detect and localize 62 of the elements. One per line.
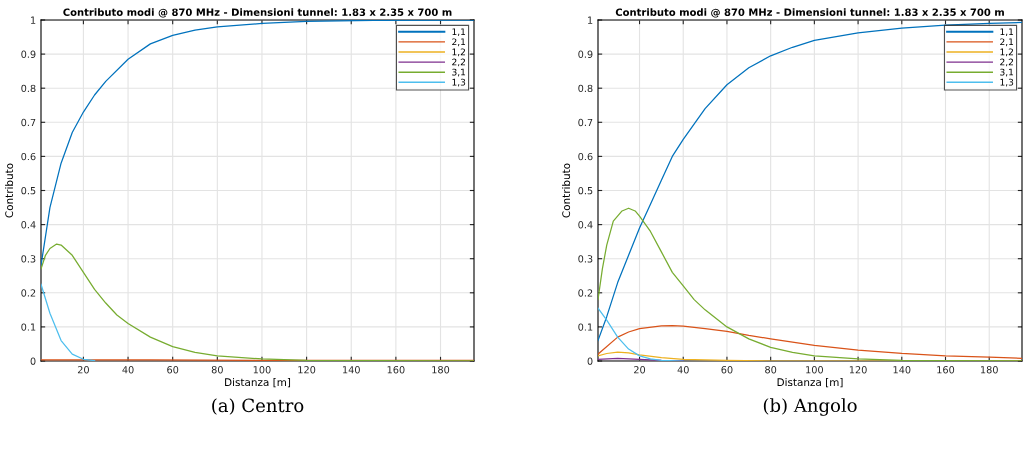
y-tick-label: 1 [588, 16, 593, 24]
legend-label: 3,1 [452, 68, 466, 77]
legend-label: 2,1 [452, 38, 466, 47]
y-tick-label: 0.3 [578, 255, 593, 263]
x-tick-label: 120 [849, 366, 867, 374]
x-tick-label: 180 [432, 366, 450, 374]
line-series [41, 283, 96, 361]
y-tick-label: 0.8 [578, 84, 593, 93]
x-axis-title: Distanza [m] [225, 378, 291, 388]
y-tick-label: 0.8 [21, 84, 36, 93]
y-axis-title: Contributo [5, 163, 14, 218]
x-tick-label: 120 [298, 366, 316, 374]
x-tick-label: 80 [765, 366, 777, 374]
text: (b) Angolo [763, 398, 857, 416]
y-tick-label: 0.9 [21, 50, 36, 58]
text: (a) Centro [212, 398, 304, 415]
y-axis-title: Contributo [562, 163, 571, 218]
y-tick-label: 0.6 [578, 152, 593, 161]
legend-label: 1,2 [1000, 48, 1013, 57]
x-tick-label: 140 [893, 366, 911, 374]
x-tick-label: 160 [387, 366, 405, 374]
x-tick-label: 80 [211, 366, 223, 374]
y-tick-label: 0.5 [578, 186, 593, 195]
y-tick-label: 0.9 [578, 50, 593, 58]
y-tick-label: 0.4 [578, 221, 593, 229]
legend-label: 3,1 [1000, 68, 1014, 77]
x-tick-label: 20 [77, 366, 89, 374]
y-tick-label: 0 [30, 357, 36, 365]
y-tick-label: 0.1 [21, 323, 36, 331]
y-tick-label: 0.2 [21, 289, 36, 297]
y-tick-label: 0.6 [21, 152, 36, 161]
y-tick-label: 0 [587, 357, 593, 365]
legend-label: 2,1 [1000, 38, 1014, 47]
y-tick-label: 1 [31, 16, 36, 24]
legend-label: 1,3 [452, 78, 466, 87]
legend-label: 2,2 [452, 58, 465, 67]
x-tick-label: 100 [253, 366, 271, 374]
legend-label: 1,3 [1000, 78, 1014, 87]
chart-title: Contributo modi @ 870 MHz - Dimensioni tunnel: 1.83 x 2.35 x 700 m [615, 8, 1004, 18]
y-tick-label: 0.7 [21, 118, 36, 127]
chart-title: Contributo modi @ 870 MHz - Dimensioni tunnel: 1.83 x 2.35 x 700 m [63, 8, 452, 18]
y-tick-label: 0.2 [578, 289, 593, 297]
y-tick-label: 0.4 [21, 221, 36, 229]
legend-label: 1,2 [452, 48, 465, 57]
y-tick-label: 0.3 [21, 255, 36, 263]
line-series [598, 307, 684, 361]
x-axis-title: Distanza [m] [777, 378, 843, 388]
x-tick-label: 60 [721, 366, 733, 374]
y-tick-label: 0.5 [21, 186, 36, 195]
y-tick-label: 0.7 [578, 118, 593, 127]
legend-label: 2,2 [1000, 58, 1013, 67]
x-tick-label: 180 [981, 366, 998, 374]
x-tick-label: 160 [937, 366, 955, 374]
x-tick-label: 60 [167, 366, 179, 374]
x-tick-label: 40 [122, 366, 134, 374]
x-tick-label: 100 [806, 366, 823, 374]
y-tick-label: 0.1 [578, 323, 593, 331]
x-tick-label: 40 [677, 366, 689, 374]
x-tick-label: 20 [634, 366, 646, 374]
legend-label: 1,1 [1000, 28, 1014, 37]
legend-label: 1,1 [452, 28, 466, 37]
x-tick-label: 140 [343, 366, 360, 374]
